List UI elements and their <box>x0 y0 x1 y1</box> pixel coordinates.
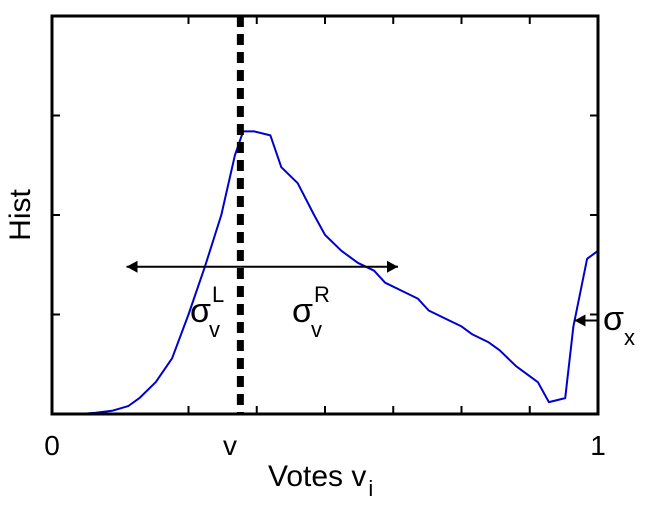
sigma-v-right-symbol: σ <box>292 292 313 330</box>
sigma-v-left-label: σ L v <box>190 282 224 342</box>
x-tick-label-v: v <box>223 430 237 461</box>
x-axis-label: Votes vi <box>268 460 373 501</box>
sigma-v-right-arrow-head <box>387 260 398 273</box>
series-line-0 <box>52 130 599 415</box>
plot-frame <box>50 14 600 416</box>
sigma-v-right-label: σ R v <box>292 282 330 342</box>
sigma-v-right-sup: R <box>314 282 330 307</box>
x-axis-label-main: Votes v <box>268 460 366 493</box>
x-tick-label-1: 1 <box>590 430 606 461</box>
axis-ticks <box>52 16 598 414</box>
sigma-v-left-arrow-head <box>126 260 138 273</box>
x-tick-label-0: 0 <box>44 430 60 461</box>
sigma-v-left-sup: L <box>212 282 224 307</box>
sigma-x-symbol: σ <box>603 300 624 338</box>
sigma-x-label: σ x <box>603 300 635 350</box>
sigma-v-right-sub: v <box>311 317 322 342</box>
sigma-v-left-sub: v <box>209 317 220 342</box>
x-axis-label-sub: i <box>368 476 373 501</box>
sigma-v-left-symbol: σ <box>190 292 211 330</box>
chart-marks <box>52 16 599 415</box>
y-axis-label: Hist <box>4 189 37 241</box>
sigma-x-sub: x <box>624 325 635 350</box>
sigma-x-arrow-head <box>574 314 586 327</box>
